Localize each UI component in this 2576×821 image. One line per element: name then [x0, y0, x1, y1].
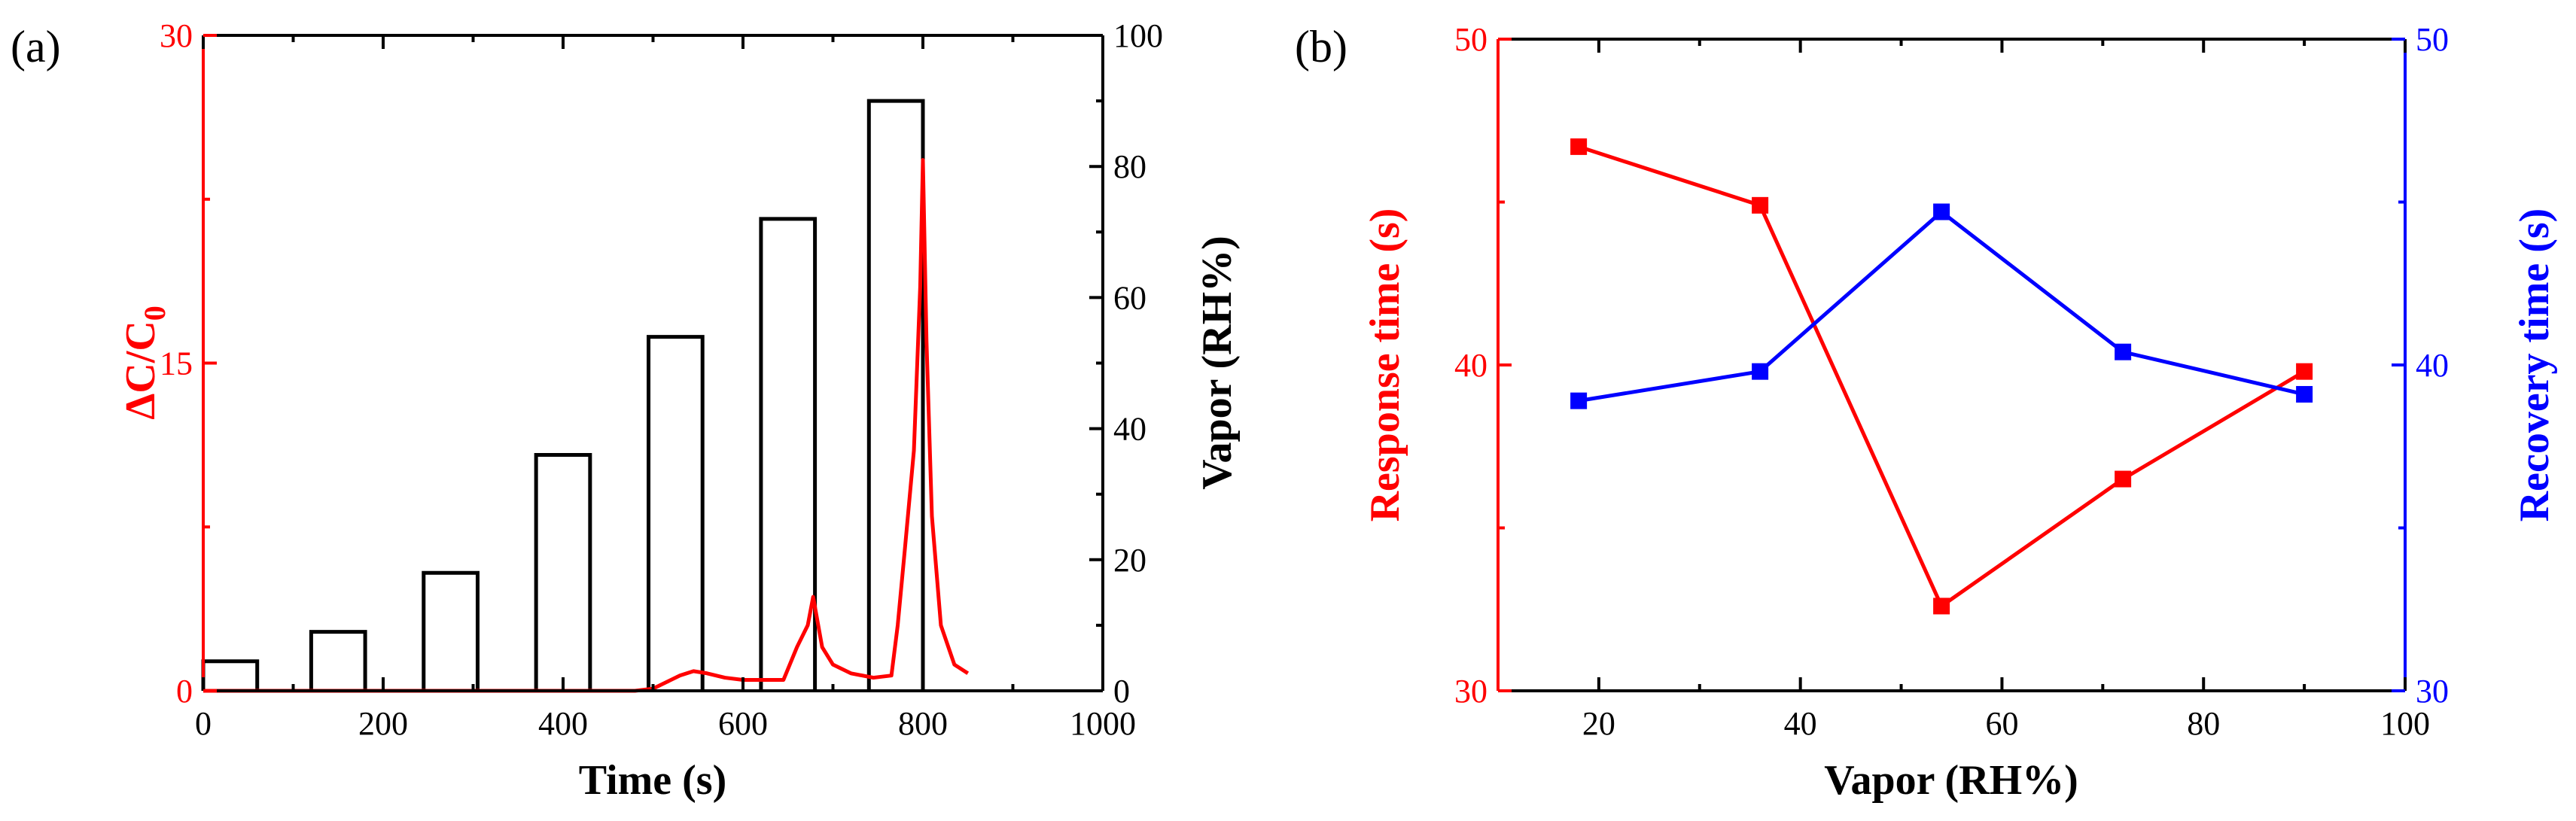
panel-b-x-axis-title: Vapor (RH%) — [1824, 757, 2078, 804]
y-left-tick-label: 50 — [1454, 21, 1487, 58]
x-tick-label: 200 — [358, 705, 408, 742]
y-right-tick-label: 30 — [2416, 673, 2449, 710]
response-time-point — [1752, 196, 1769, 214]
panel-b-label: (b) — [1295, 22, 1347, 71]
y-left-tick-label: 0 — [176, 673, 193, 710]
vapor-pulse — [309, 630, 367, 691]
response-time-point — [1570, 138, 1588, 155]
vapor-pulse — [422, 570, 480, 691]
vapor-pulse — [647, 335, 705, 691]
y-right-tick-label: 20 — [1113, 542, 1146, 579]
capacitance-response-line — [203, 157, 970, 693]
recovery-time-point — [1933, 203, 1950, 220]
x-tick-label: 1000 — [1070, 705, 1136, 742]
recovery-time-point — [1570, 392, 1588, 409]
y-right-tick-label: 40 — [1113, 411, 1146, 448]
x-tick-label: 40 — [1784, 705, 1817, 742]
vapor-pulse — [201, 659, 260, 691]
recovery-time-point — [2296, 385, 2313, 403]
y-right-tick-label: 0 — [1113, 673, 1130, 710]
panel-a-left-axis-title-sub: 0 — [138, 306, 172, 321]
x-tick-label: 60 — [1985, 705, 2018, 742]
recovery-time-point — [2115, 343, 2132, 360]
response-time-point — [2115, 470, 2132, 488]
vapor-pulse — [534, 452, 592, 691]
y-right-tick-label: 50 — [2416, 21, 2449, 58]
y-left-tick-label: 30 — [1454, 673, 1487, 710]
vapor-pulse — [866, 99, 925, 691]
y-right-tick-label: 100 — [1113, 17, 1163, 54]
vapor-pulse — [759, 217, 818, 691]
panel-b-plot-area — [1570, 138, 2313, 615]
y-left-tick-label: 30 — [160, 17, 193, 54]
x-tick-label: 0 — [195, 705, 212, 742]
y-left-tick-label: 15 — [160, 345, 193, 382]
recovery-time-point — [1752, 363, 1769, 380]
panel-a-left-axis-title-main: ΔC/C — [117, 321, 164, 420]
y-right-tick-label: 80 — [1113, 148, 1146, 185]
x-tick-label: 800 — [898, 705, 948, 742]
panel-a-left-axis-title: ΔC/C0 — [117, 306, 172, 420]
panel-a-plot-area — [201, 99, 970, 693]
response-time-point — [1933, 598, 1950, 615]
panel-a-right-axis-title: Vapor (RH%) — [1194, 236, 1241, 490]
x-tick-label: 100 — [2380, 705, 2430, 742]
x-tick-label: 400 — [538, 705, 588, 742]
panel-b-right-axis-title: Recovery time (s) — [2511, 208, 2558, 522]
y-right-tick-label: 40 — [2416, 347, 2449, 384]
x-tick-label: 80 — [2187, 705, 2220, 742]
response-time-point — [2296, 363, 2313, 380]
recovery-time-line — [1578, 209, 2305, 403]
panel-b-left-axis-title: Response time (s) — [1362, 208, 1408, 522]
x-tick-label: 600 — [718, 705, 768, 742]
y-right-tick-label: 60 — [1113, 279, 1146, 316]
panel-a-label: (a) — [11, 22, 61, 71]
x-tick-label: 20 — [1582, 705, 1615, 742]
panel-a-x-axis-title: Time (s) — [579, 757, 727, 804]
y-left-tick-label: 40 — [1454, 347, 1487, 384]
